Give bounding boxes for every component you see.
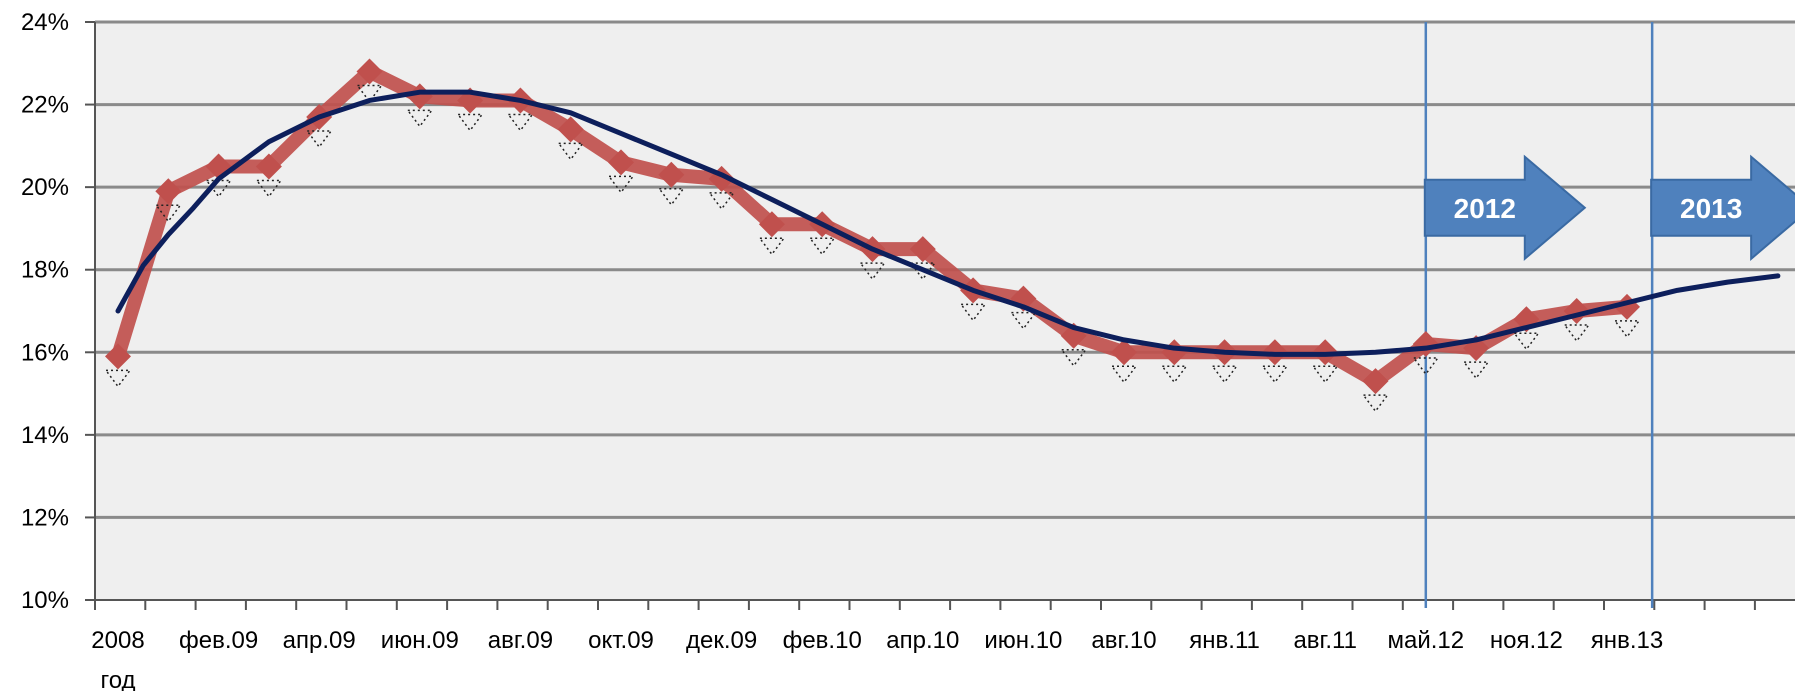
data-point-marker xyxy=(758,211,785,238)
point-shadow xyxy=(808,237,836,256)
x-tick-label: авг.09 xyxy=(488,627,553,654)
x-tick-label: янв.11 xyxy=(1189,627,1260,654)
point-shadow xyxy=(557,142,585,161)
x-tick-label: янв.13 xyxy=(1591,627,1663,654)
data-point-marker xyxy=(356,58,383,85)
point-shadow xyxy=(1160,365,1188,384)
x-tick-label: фев.09 xyxy=(179,627,258,654)
y-tick-label: 16% xyxy=(21,339,69,366)
x-tick-label: апр.10 xyxy=(886,627,959,654)
y-tick-label: 14% xyxy=(21,422,69,449)
point-shadow xyxy=(859,262,886,281)
data-point-marker xyxy=(105,343,131,370)
x-tick-sublabel: год xyxy=(100,667,135,691)
point-shadow xyxy=(154,204,182,223)
axes xyxy=(94,22,1795,610)
data-point-marker xyxy=(909,236,936,263)
y-tick-label: 20% xyxy=(21,174,69,201)
y-tick-labels: 10% 12% 14% 16% 18% 20% 22% 24% xyxy=(21,9,69,614)
point-shadow xyxy=(1512,332,1540,351)
point-shadow xyxy=(708,192,736,211)
point-shadow xyxy=(959,303,987,322)
data-point-marker xyxy=(155,178,182,205)
x-tick-label: фев.10 xyxy=(783,627,862,654)
point-shadow xyxy=(356,84,383,103)
point-shadow xyxy=(1060,349,1088,368)
data-point-marker xyxy=(1362,368,1389,395)
year-arrow-label: 2012 xyxy=(1454,193,1516,224)
point-shadow xyxy=(1362,394,1389,413)
point-shadow xyxy=(909,262,937,281)
year-arrow-shape xyxy=(1650,154,1795,261)
y-tick-label: 10% xyxy=(21,587,69,614)
y-tick-label: 22% xyxy=(21,92,69,119)
x-tick-label: июн.09 xyxy=(381,627,459,654)
point-shadow xyxy=(456,113,484,132)
point-shadow xyxy=(305,130,333,149)
year-arrow-label: 2013 xyxy=(1680,193,1742,224)
year-arrow-shape xyxy=(1423,154,1587,261)
x-tick-label: дек.09 xyxy=(686,627,757,654)
point-shadow xyxy=(1563,324,1591,343)
data-point-marker xyxy=(557,116,584,143)
x-tick-label: июн.10 xyxy=(984,627,1062,654)
point-shadow xyxy=(1009,311,1037,330)
y-tick-label: 24% xyxy=(21,9,69,36)
point-shadow xyxy=(1462,361,1490,380)
point-shadow xyxy=(1412,357,1440,376)
plot-area xyxy=(95,22,1795,600)
point-shadow xyxy=(506,113,534,132)
x-tick-label: авг.11 xyxy=(1293,627,1357,654)
x-tick-label: ноя.12 xyxy=(1490,627,1563,654)
point-shadow xyxy=(1211,365,1239,384)
point-shadow xyxy=(1261,365,1289,384)
point-shadow xyxy=(607,175,635,194)
point-shadow xyxy=(255,179,283,198)
data-point-marker xyxy=(658,161,685,188)
point-shadow xyxy=(758,237,786,256)
point-shadow xyxy=(1613,320,1641,339)
point-shadow xyxy=(1311,365,1339,384)
data-point-marker xyxy=(608,149,634,176)
x-tick-label: 2008 xyxy=(91,627,144,654)
point-shadow xyxy=(1110,365,1138,384)
x-tick-label: авг.10 xyxy=(1091,627,1156,654)
x-tick-label: май.12 xyxy=(1387,627,1464,654)
x-tick-label: окт.09 xyxy=(588,627,654,654)
series xyxy=(104,58,1781,413)
x-tick-label: апр.09 xyxy=(283,627,356,654)
x-tick-labels: 2008 фев.09 апр.09 июн.09 авг.09 окт.09 дек.09… xyxy=(91,627,1663,694)
point-shadow xyxy=(406,109,434,128)
y-tick-label: 12% xyxy=(21,504,69,531)
y-tick-label: 18% xyxy=(21,257,69,284)
year-divider-lines xyxy=(1424,22,1654,608)
point-shadow xyxy=(104,369,132,388)
year-arrows: 2012 2013 xyxy=(1423,154,1795,261)
data-point-marker xyxy=(1111,339,1137,366)
series-line-trend xyxy=(115,89,1781,357)
point-shadow xyxy=(657,188,685,207)
data-point-marker xyxy=(255,153,282,180)
